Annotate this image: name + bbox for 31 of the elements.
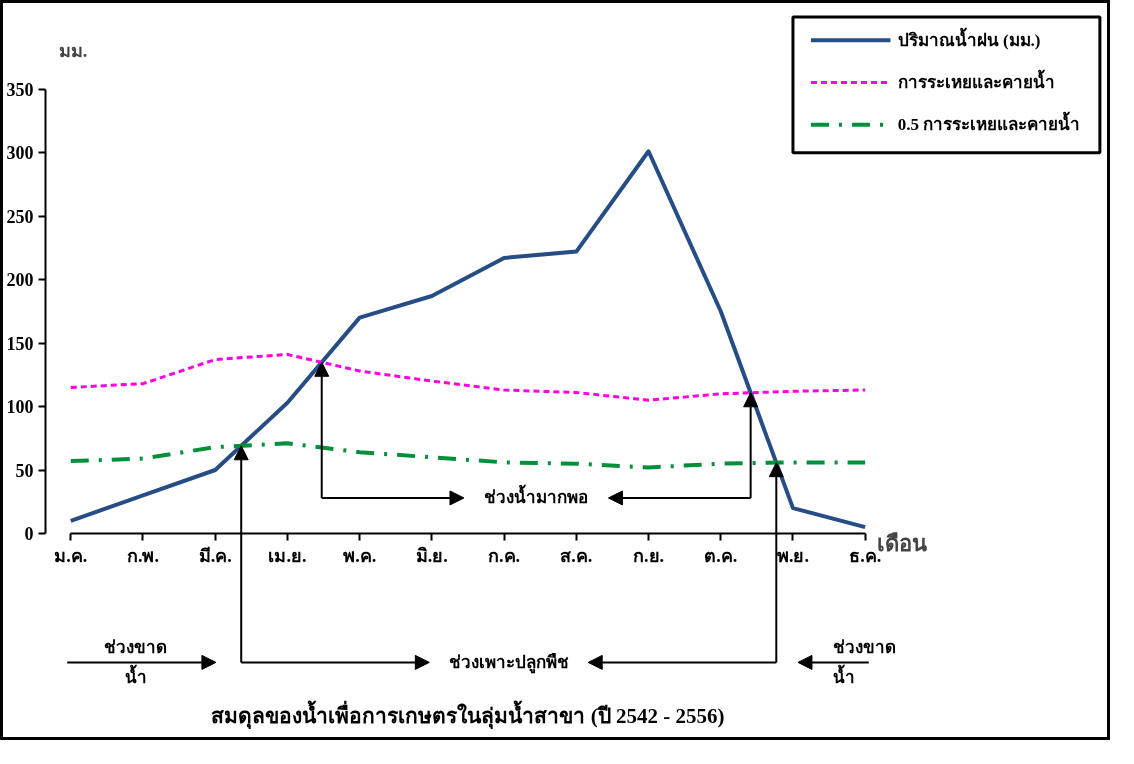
y-tick-label: 350 bbox=[6, 79, 34, 100]
y-tick-label: 100 bbox=[6, 397, 34, 418]
y-tick-label: 200 bbox=[6, 270, 34, 291]
y-axis-title: มม. bbox=[58, 41, 88, 62]
y-tick-label: 0 bbox=[24, 524, 34, 544]
text: สมดุลของน้ำเพื่อการเกษตรในลุ่มน้ำสาขา (ปี 2542 - 2556) bbox=[211, 699, 725, 730]
y-tick-label: 300 bbox=[6, 143, 34, 164]
line-series bbox=[68, 149, 868, 530]
text: ช่วงขาด น้ำ bbox=[832, 637, 896, 688]
x-tick-label: มี.ค. bbox=[198, 545, 232, 566]
line-series bbox=[68, 441, 868, 470]
line-series bbox=[69, 352, 867, 402]
x-tick-label: เม.ย. bbox=[268, 545, 307, 566]
x-tick-label: พ.ย. bbox=[776, 545, 809, 566]
x-tick-label: มิ.ย. bbox=[415, 545, 448, 566]
legend-label: ปริมาณน้ำฝน (มม.) bbox=[897, 26, 1041, 50]
x-tick-label: ก.ย. bbox=[633, 545, 665, 566]
y-tick-label: 50 bbox=[15, 460, 34, 481]
y-tick-label: 250 bbox=[6, 206, 34, 227]
x-tick-label: ส.ค. bbox=[560, 545, 593, 566]
x-tick-label: ก.พ. bbox=[126, 545, 159, 566]
x-tick-label: ต.ค. bbox=[704, 545, 738, 566]
x-tick-label: พ.ค. bbox=[343, 545, 377, 566]
legend-label: การระเหยและคายน้ำ bbox=[897, 69, 1055, 93]
x-tick-label: ม.ค. bbox=[54, 545, 88, 566]
x-tick-label: ก.ค. bbox=[488, 545, 521, 566]
text: ช่วงขาด น้ำ bbox=[104, 637, 168, 688]
legend-label: 0.5 การระเหยและคายน้ำ bbox=[897, 111, 1081, 135]
text: ช่วงเพาะปลูกพืช bbox=[448, 651, 569, 674]
annotation: ช่วงน้ำมากพอ bbox=[484, 484, 589, 508]
y-tick-label: 150 bbox=[6, 333, 34, 354]
